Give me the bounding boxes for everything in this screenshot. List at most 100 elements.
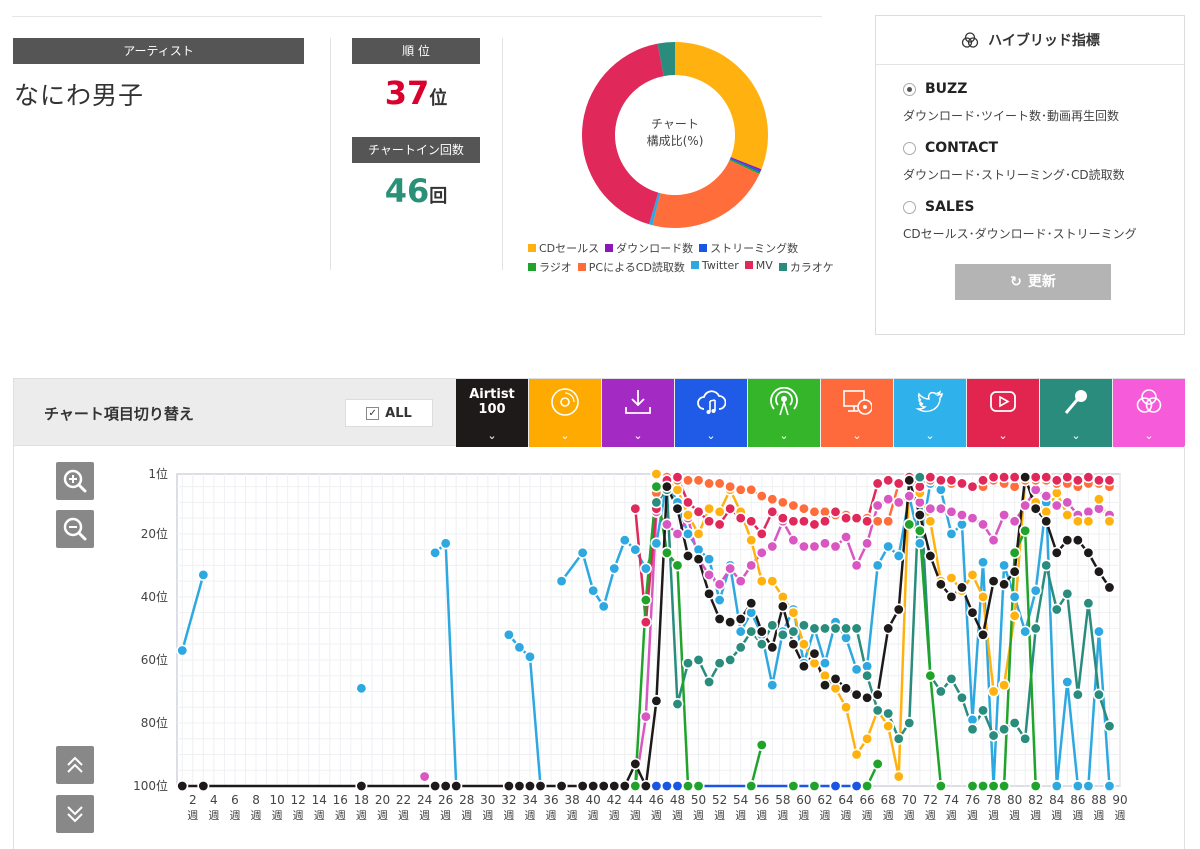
data-point[interactable]	[808, 779, 821, 792]
data-point[interactable]	[1008, 515, 1021, 528]
data-point[interactable]	[882, 707, 895, 720]
tab-download[interactable]: ⌄	[602, 379, 674, 447]
data-point[interactable]	[576, 546, 589, 559]
data-point[interactable]	[882, 515, 895, 528]
data-point[interactable]	[977, 779, 990, 792]
data-point[interactable]	[1061, 676, 1074, 689]
data-point[interactable]	[692, 553, 705, 566]
data-point[interactable]	[1103, 474, 1116, 487]
data-point[interactable]	[734, 625, 747, 638]
data-point[interactable]	[808, 505, 821, 518]
data-point[interactable]	[934, 474, 947, 487]
data-point[interactable]	[1050, 546, 1063, 559]
data-point[interactable]	[892, 549, 905, 562]
data-point[interactable]	[713, 518, 726, 531]
data-point[interactable]	[913, 524, 926, 537]
data-point[interactable]	[439, 779, 452, 792]
data-point[interactable]	[892, 477, 905, 490]
data-point[interactable]	[871, 499, 884, 512]
data-point[interactable]	[176, 644, 189, 657]
data-point[interactable]	[818, 657, 831, 670]
data-point[interactable]	[903, 518, 916, 531]
data-point[interactable]	[924, 502, 937, 515]
tab-cloud-music[interactable]: ⌄	[675, 379, 747, 447]
radio-button[interactable]	[903, 200, 916, 214]
data-point[interactable]	[745, 483, 758, 496]
data-point[interactable]	[660, 480, 673, 493]
data-point[interactable]	[1092, 688, 1105, 701]
data-point[interactable]	[1071, 534, 1084, 547]
data-point[interactable]	[797, 619, 810, 632]
data-point[interactable]	[1008, 609, 1021, 622]
data-point[interactable]	[1103, 581, 1116, 594]
data-point[interactable]	[650, 468, 663, 480]
data-point[interactable]	[882, 622, 895, 635]
data-point[interactable]	[998, 471, 1011, 484]
data-point[interactable]	[639, 779, 652, 792]
data-point[interactable]	[1019, 732, 1032, 745]
data-point[interactable]	[618, 534, 631, 547]
data-point[interactable]	[850, 512, 863, 525]
data-point[interactable]	[924, 471, 937, 484]
tab-youtube[interactable]: ⌄	[967, 379, 1039, 447]
data-point[interactable]	[998, 559, 1011, 572]
data-point[interactable]	[766, 505, 779, 518]
data-point[interactable]	[850, 559, 863, 572]
data-point[interactable]	[840, 622, 853, 635]
data-point[interactable]	[987, 685, 1000, 698]
data-point[interactable]	[682, 527, 695, 540]
data-point[interactable]	[987, 534, 1000, 547]
data-point[interactable]	[639, 616, 652, 629]
data-point[interactable]	[903, 716, 916, 729]
data-point[interactable]	[766, 575, 779, 588]
data-point[interactable]	[1029, 779, 1042, 792]
data-point[interactable]	[639, 562, 652, 575]
data-point[interactable]	[671, 559, 684, 572]
data-point[interactable]	[355, 779, 368, 792]
data-point[interactable]	[913, 508, 926, 521]
data-point[interactable]	[1008, 716, 1021, 729]
data-point[interactable]	[945, 672, 958, 685]
tab-hybrid[interactable]: ⌄	[1113, 379, 1185, 447]
data-point[interactable]	[787, 499, 800, 512]
data-point[interactable]	[1061, 471, 1074, 484]
data-point[interactable]	[850, 748, 863, 761]
data-point[interactable]	[639, 594, 652, 607]
data-point[interactable]	[1071, 688, 1084, 701]
data-point[interactable]	[745, 534, 758, 547]
data-point[interactable]	[355, 682, 368, 695]
data-point[interactable]	[713, 594, 726, 607]
data-point[interactable]	[713, 657, 726, 670]
data-point[interactable]	[1071, 779, 1084, 792]
data-point[interactable]	[977, 518, 990, 531]
data-point[interactable]	[660, 779, 673, 792]
data-point[interactable]	[861, 732, 874, 745]
data-point[interactable]	[829, 622, 842, 635]
data-point[interactable]	[724, 502, 737, 515]
data-point[interactable]	[713, 505, 726, 518]
data-point[interactable]	[745, 625, 758, 638]
data-point[interactable]	[1082, 779, 1095, 792]
data-point[interactable]	[1008, 546, 1021, 559]
data-point[interactable]	[934, 779, 947, 792]
data-point[interactable]	[176, 779, 189, 792]
data-point[interactable]	[1008, 565, 1021, 578]
data-point[interactable]	[734, 483, 747, 496]
data-point[interactable]	[850, 688, 863, 701]
data-point[interactable]	[555, 575, 568, 588]
data-point[interactable]	[829, 540, 842, 553]
data-point[interactable]	[840, 682, 853, 695]
data-point[interactable]	[882, 474, 895, 487]
data-point[interactable]	[576, 779, 589, 792]
data-point[interactable]	[1103, 720, 1116, 733]
data-point[interactable]	[692, 527, 705, 540]
data-point[interactable]	[861, 669, 874, 682]
data-point[interactable]	[682, 474, 695, 487]
data-point[interactable]	[955, 581, 968, 594]
tab-radio[interactable]: ⌄	[748, 379, 820, 447]
data-point[interactable]	[924, 669, 937, 682]
radio-buzz[interactable]: BUZZ	[903, 81, 967, 97]
data-point[interactable]	[650, 694, 663, 707]
data-point[interactable]	[745, 597, 758, 610]
radio-sales[interactable]: SALES	[903, 199, 975, 215]
